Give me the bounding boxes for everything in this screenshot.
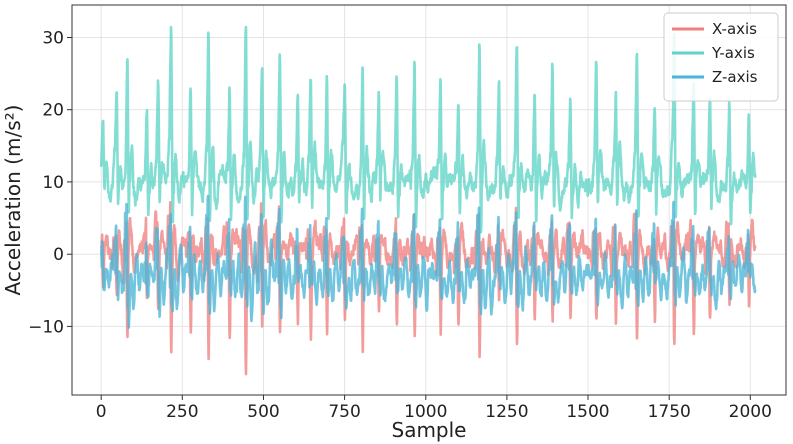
x-axis-label: Sample — [392, 418, 467, 442]
x-tick-label: 750 — [328, 402, 360, 422]
x-tick-label: 1000 — [404, 402, 447, 422]
x-tick-label: 250 — [166, 402, 198, 422]
y-tick-label: 30 — [42, 29, 64, 49]
x-tick-label: 0 — [96, 402, 107, 422]
legend: X-axis Y-axis Z-axis — [663, 12, 779, 102]
legend-label: Z-axis — [712, 68, 758, 86]
x-tick-label: 2000 — [729, 402, 772, 422]
series-layer — [99, 25, 757, 376]
plot-frame — [71, 4, 787, 396]
y-tick-label: 0 — [53, 245, 64, 265]
ticks: 0 250 500 750 1000 1250 1500 1750 2000 −10 0 10 20 30 — [28, 29, 772, 423]
legend-label: X-axis — [712, 20, 757, 38]
y-axis-label: Acceleration (m/s²) — [1, 105, 25, 296]
x-tick-label: 1250 — [485, 402, 528, 422]
y-tick-label: 20 — [42, 101, 64, 121]
y-tick-label: 10 — [42, 173, 64, 193]
series-line-z-axis — [99, 194, 757, 329]
y-tick-label: −10 — [28, 317, 64, 337]
legend-box — [663, 12, 779, 102]
x-tick-label: 1500 — [566, 402, 609, 422]
series-line-y-axis — [99, 25, 757, 234]
legend-label: Y-axis — [711, 44, 755, 62]
x-tick-label: 500 — [247, 402, 279, 422]
x-tick-label: 1750 — [648, 402, 691, 422]
